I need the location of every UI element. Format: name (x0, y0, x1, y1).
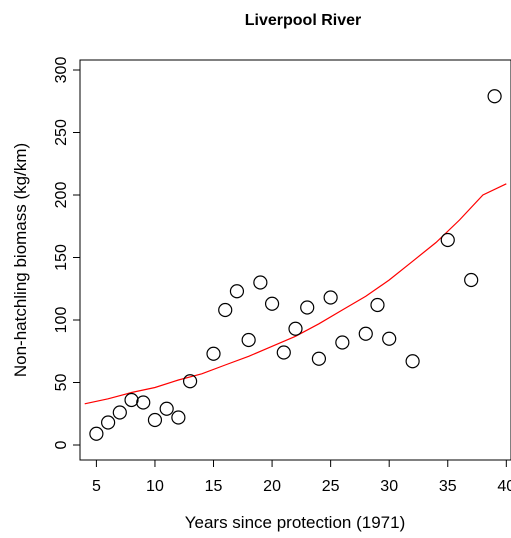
data-point (206, 346, 221, 361)
x-tick-label: 15 (205, 478, 223, 495)
data-point (288, 321, 303, 336)
data-point (382, 331, 397, 346)
data-point (112, 405, 127, 420)
data-point (370, 297, 385, 313)
x-tick-label: 5 (92, 478, 101, 495)
data-point (440, 232, 455, 248)
y-tick-label: 300 (53, 57, 70, 84)
data-point (218, 302, 233, 318)
x-tick-label: 40 (497, 478, 511, 495)
data-point (264, 296, 280, 311)
data-point (182, 374, 198, 389)
fit-curve (84, 183, 507, 405)
data-point (358, 326, 373, 341)
data-point (229, 284, 245, 299)
data-point (253, 275, 268, 290)
data-point (276, 345, 291, 360)
data-point (464, 272, 479, 288)
data-point (323, 290, 338, 305)
x-tick-label: 20 (263, 478, 281, 495)
data-point (89, 426, 104, 441)
data-points (89, 89, 502, 441)
data-point (124, 392, 139, 408)
y-tick-label: 0 (53, 440, 70, 449)
x-axis: 5 10 15 20 25 30 35 40 (92, 459, 511, 495)
y-tick-label: 250 (53, 119, 70, 146)
data-point (487, 89, 502, 104)
y-tick-label: 50 (53, 374, 70, 392)
y-tick-label: 150 (53, 244, 70, 271)
x-axis-label: Years since protection (1971) (185, 513, 406, 532)
data-point (147, 412, 163, 428)
data-point (405, 354, 420, 369)
x-tick-label: 30 (380, 478, 398, 495)
x-tick-label: 35 (439, 478, 457, 495)
data-point (241, 332, 256, 348)
y-axis-label: Non-hatchling biomass (kg/km) (11, 143, 30, 377)
data-point (159, 401, 174, 416)
data-point (101, 415, 116, 430)
data-point (136, 395, 151, 410)
y-tick-label: 100 (53, 307, 70, 334)
data-point (171, 410, 186, 425)
y-tick-label: 200 (53, 182, 70, 209)
data-point (300, 300, 315, 315)
chart-title: Liverpool River (245, 12, 361, 29)
x-tick-label: 25 (322, 478, 340, 495)
data-point (311, 351, 327, 366)
x-tick-label: 10 (146, 478, 164, 495)
y-axis: 0 50 100 150 200 250 300 (53, 57, 81, 449)
data-point (335, 335, 350, 350)
plot-frame (79, 59, 511, 461)
